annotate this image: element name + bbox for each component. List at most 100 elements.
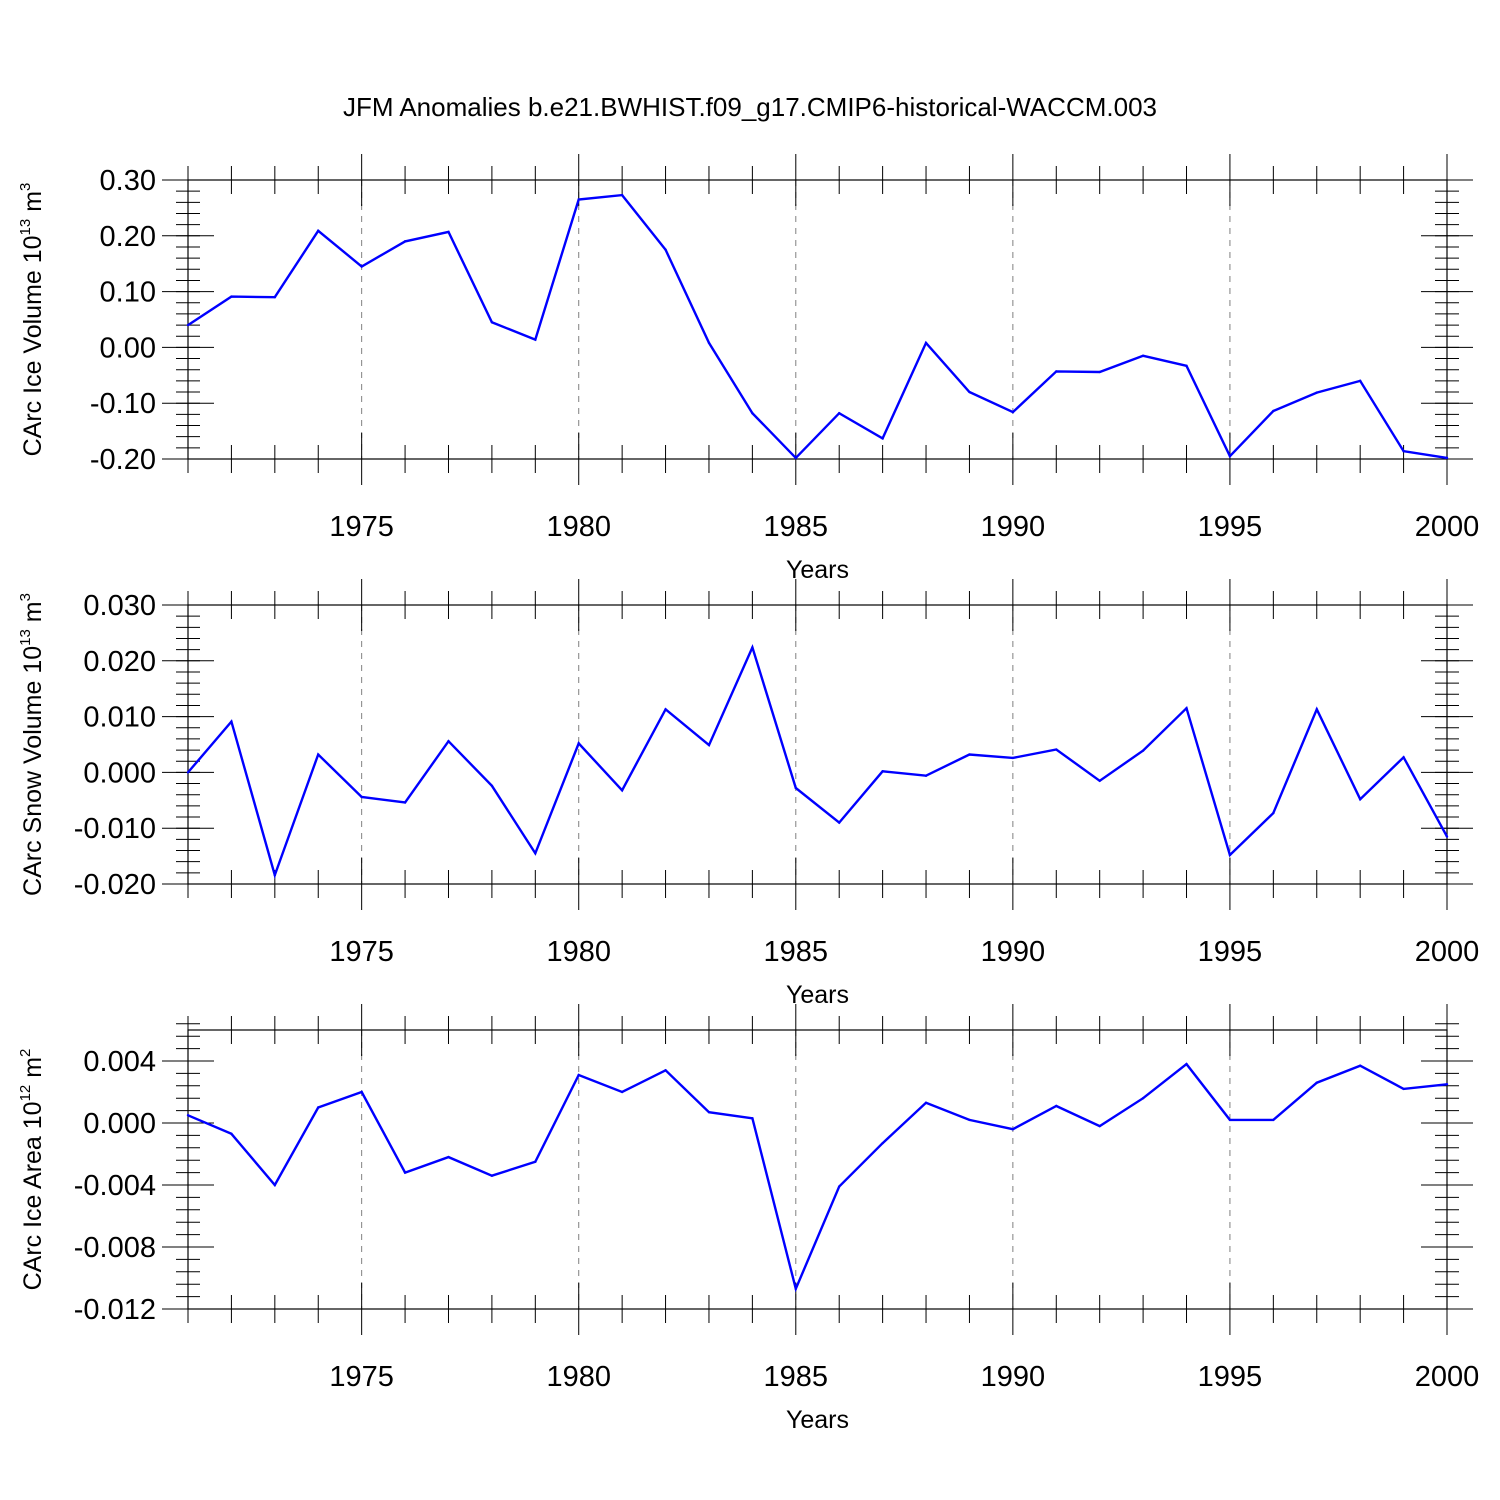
panel-3-ytick-label: 0.000 [83, 1108, 156, 1140]
panel-2-xtick-label-2000: 2000 [1415, 936, 1480, 968]
panel-3-point-1991 [1055, 1104, 1058, 1108]
panel-1-point-1997 [1315, 391, 1318, 394]
panel-3-point-1981 [620, 1090, 624, 1094]
panel-2-point-1974 [317, 753, 320, 756]
panel-2-point-1994 [1185, 707, 1188, 710]
figure-title: JFM Anomalies b.e21.BWHIST.f09_g17.CMIP6… [343, 92, 1157, 122]
panel-2-point-1990 [1011, 756, 1015, 760]
panel-2-series-line [187, 643, 1449, 880]
panel-2-point-1988 [924, 774, 928, 777]
panel-1-point-1998 [1358, 379, 1362, 383]
panel-2-xtick-label-1980: 1980 [546, 936, 611, 968]
panel-1-ytick-label: 0.30 [100, 165, 156, 197]
panel-3-xlabel: Years [786, 1406, 849, 1434]
panel-1-point-1972 [230, 295, 233, 298]
panel-1-series-line [187, 193, 1448, 460]
panel-1-xtick-label-1980: 1980 [546, 511, 611, 543]
panel-3-point-1978 [490, 1174, 494, 1177]
panel-2-ytick-label: -0.010 [74, 813, 156, 845]
panel-2-point-1977 [447, 739, 450, 743]
panel-3-point-1984 [751, 1117, 754, 1120]
panel-3-point-1997 [1315, 1081, 1318, 1084]
panel-1: -0.20 -0.10 0.00 0.10 0.20 0.30 1975 1980 1985 19… [17, 154, 1479, 584]
panel-2-xtick-label-1985: 1985 [764, 936, 829, 968]
panel-3-point-1977 [447, 1155, 450, 1159]
panel-2-point-1992 [1098, 779, 1101, 782]
panel-2-point-1991 [1055, 748, 1058, 751]
panel-2-point-1986 [838, 821, 841, 824]
panel-3-point-1989 [968, 1118, 971, 1122]
panel-1-point-1991 [1055, 370, 1058, 373]
panel-3-point-1990 [1011, 1128, 1015, 1131]
panel-1-point-1980 [577, 198, 580, 201]
panel-2-point-1982 [664, 708, 667, 711]
panel-2-point-1989 [968, 753, 971, 756]
panel-1-point-1982 [664, 248, 667, 251]
panel-1-xtick-label-1990: 1990 [981, 511, 1046, 543]
panel-3-point-1992 [1098, 1124, 1101, 1128]
panel-3-point-1976 [403, 1171, 407, 1174]
panel-2-point-1980 [577, 742, 580, 745]
panel-1-point-1981 [620, 193, 624, 197]
panels: -0.20 -0.10 0.00 0.10 0.20 0.30 1975 1980 1985 19… [17, 154, 1479, 1434]
panel-2-point-1971 [186, 771, 190, 774]
panel-2-point-1972 [230, 720, 233, 723]
panel-1-point-1983 [707, 341, 711, 345]
panel-2-point-1983 [707, 743, 711, 747]
panel-2-xtick-label-1995: 1995 [1198, 936, 1263, 968]
panel-1-point-1988 [924, 341, 928, 345]
panel-2-frame [187, 604, 1448, 885]
panel-3-ytick-label: -0.008 [74, 1232, 156, 1264]
panel-3-point-1988 [924, 1101, 928, 1105]
panel-3-xtick-label-2000: 2000 [1415, 1361, 1480, 1393]
panel-2-point-1981 [620, 789, 624, 792]
panel-2-ytick-label: 0.010 [83, 702, 156, 734]
panel-1-point-1973 [273, 295, 277, 299]
panel-2-point-1978 [490, 784, 494, 787]
panel-3-point-1998 [1358, 1064, 1362, 1067]
panel-3-point-1979 [534, 1160, 537, 1163]
panel-2-point-1984 [751, 646, 754, 649]
panel-2-point-1975 [360, 795, 363, 799]
panel-1-point-1985 [794, 456, 797, 460]
panel-2-xtick-label-1975: 1975 [329, 936, 394, 968]
panel-3-point-1994 [1185, 1062, 1188, 1066]
panel-1-ytick-label: 0.00 [100, 332, 156, 364]
panel-3-series-line [187, 1062, 1448, 1293]
panel-1-point-1974 [317, 229, 320, 232]
panel-3-point-1972 [230, 1132, 233, 1136]
panel-1-ylabel: CArc Ice Volume 1013 m3 [17, 183, 47, 457]
panel-2-xlabel: Years [786, 981, 849, 1009]
panel-2-point-1993 [1141, 749, 1145, 752]
panel-2-point-1973 [273, 873, 277, 877]
panel-1-point-1993 [1141, 354, 1145, 357]
panel-1-point-1995 [1228, 455, 1232, 458]
panel-3-point-1974 [317, 1106, 320, 1109]
panel-3-point-1982 [664, 1069, 667, 1072]
panel-1-xtick-label-1985: 1985 [764, 511, 829, 543]
panel-1-xlabel: Years [786, 556, 849, 584]
panel-1-ytick-label: -0.10 [90, 388, 156, 420]
panel-3-point-2000 [1445, 1083, 1449, 1086]
panel-3-point-1971 [186, 1114, 190, 1117]
panel-1-point-2000 [1445, 456, 1449, 460]
panel-1-frame [187, 179, 1448, 460]
panel-2-point-1976 [403, 801, 407, 804]
panel-1-point-1999 [1402, 449, 1405, 453]
panel-3-point-1975 [360, 1090, 363, 1094]
panel-1-point-1984 [751, 412, 754, 415]
panel-1-ytick-label: -0.20 [90, 444, 156, 476]
panel-1-xtick-label-1995: 1995 [1198, 511, 1263, 543]
panel-3-point-1996 [1272, 1118, 1275, 1122]
panel-2-point-1985 [794, 786, 797, 790]
panel-1-point-1979 [534, 338, 537, 341]
panel-2-ytick-label: -0.020 [74, 869, 156, 901]
panel-1-point-1996 [1272, 409, 1275, 413]
panel-3-point-1999 [1402, 1087, 1405, 1091]
panel-3-ytick-label: -0.012 [74, 1294, 156, 1326]
panel-1-ytick-label: 0.10 [100, 277, 156, 309]
panel-1-point-1971 [186, 323, 190, 327]
panel-3-point-1985 [794, 1287, 797, 1291]
panel-1-point-1990 [1011, 410, 1015, 414]
panel-3-frame [187, 1029, 1448, 1310]
